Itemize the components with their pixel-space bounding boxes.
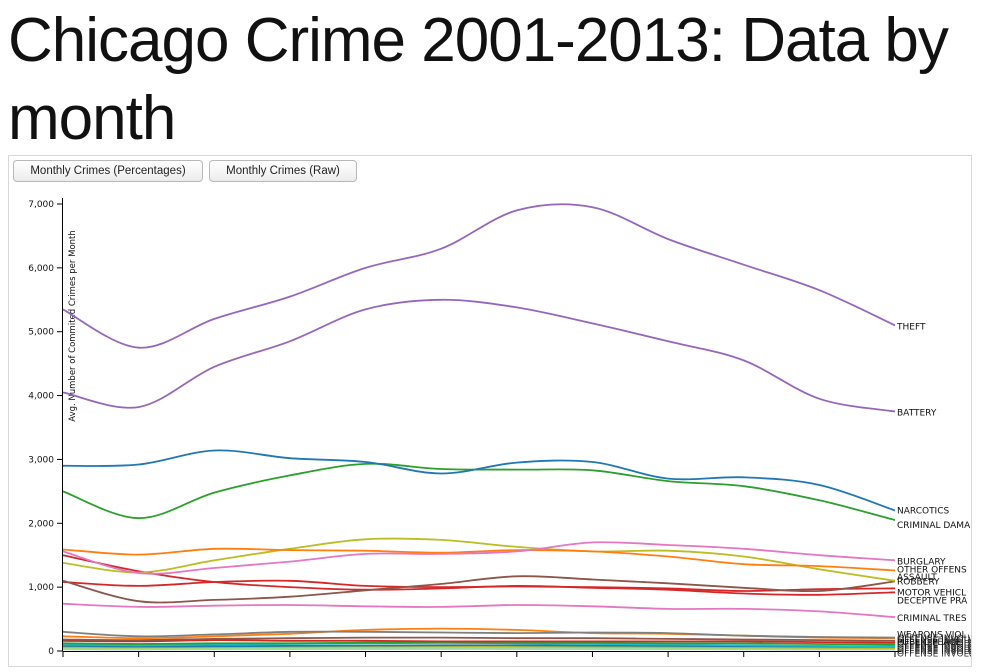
page-title: Chicago Crime 2001-2013: Data by month (8, 6, 949, 153)
series-line-battery (62, 298, 896, 413)
series-line-sex-offense (62, 641, 896, 646)
monthly-percentages-button[interactable]: Monthly Crimes (Percentages) (13, 160, 203, 182)
series-label-criminal-trespass: CRIMINAL TRES (897, 614, 967, 624)
series-label-other-offense: OTHER OFFENS (897, 566, 967, 576)
series-line-liquor-law-violation (62, 645, 896, 649)
series-line-narcotics (62, 449, 896, 512)
series-label-burglary: BURGLARY (897, 557, 946, 567)
series-label-criminal-damage: CRIMINAL DAMA (897, 521, 971, 531)
series-label-cluster: OFFENSE INVOLVIN (897, 645, 972, 655)
y-tick-label: 2,000 (28, 519, 54, 529)
series-line-motor-vehicle-theft (62, 579, 896, 592)
series-label-cluster: OFFENSE INVOLVIN (897, 634, 972, 644)
series-label-narcotics: NARCOTICS (897, 507, 949, 517)
series-label-assault: ASSAULT (897, 573, 937, 583)
series-line-assault (62, 537, 896, 582)
series-line-prostitution (62, 636, 896, 642)
series-label-battery: BATTERY (897, 409, 937, 419)
series-label-cluster: OFFENSE INVOLVIN (897, 641, 972, 651)
y-tick-label: 3,000 (28, 455, 54, 465)
series-line-criminal-trespass (62, 602, 896, 619)
series-line-weapons-violation (62, 630, 896, 639)
series-line-offense-involving-children (62, 639, 896, 644)
series-label-cluster: OFFENSE INVOLVIN (897, 647, 972, 657)
y-axis-title: Avg. Number of Commited Crimes per Month (68, 230, 78, 422)
series-label-motor-vehicle-theft: MOTOR VEHICL (897, 588, 966, 598)
series-label-robbery: ROBBERY (897, 577, 940, 587)
series-label-cluster: OFFENSE INVOLVIN (897, 636, 972, 646)
series-label-cluster: OFFENSE INVOLVIN (897, 638, 972, 648)
y-tick-label: 0 (48, 647, 54, 657)
series-line-theft (62, 203, 896, 349)
y-tick-label: 7,000 (28, 200, 54, 210)
series-label-weapons-violation: WEAPONS VIOL (897, 631, 966, 641)
series-line-other-offense (62, 547, 896, 572)
series-line-arson (62, 648, 896, 651)
series-label-public-peace-violation: PUBLIC PEACE (897, 638, 961, 648)
series-line-robbery (62, 575, 896, 604)
monthly-raw-button[interactable]: Monthly Crimes (Raw) (209, 160, 357, 182)
series-line-burglary (62, 541, 896, 575)
y-tick-label: 4,000 (28, 392, 54, 402)
series-label-cluster: OFFENSE INVOLVIN (897, 649, 972, 659)
line-chart: 0 1,000 2,000 3,000 4,000 5,000 6,000 7,000 Avg.… (28, 198, 972, 659)
chart-panel: Monthly Crimes (Percentages) Monthly Cri… (8, 155, 972, 667)
series-label-deceptive-practice: DECEPTIVE PRA (897, 596, 968, 606)
y-tick-label: 6,000 (28, 264, 54, 274)
series-line-criminal-damage (62, 462, 896, 521)
y-tick-label: 1,000 (28, 583, 54, 593)
series-label-theft: THEFT (896, 322, 926, 332)
y-tick-label: 5,000 (28, 328, 54, 338)
series-label-cluster: OFFENSE INVOLVIN (897, 643, 972, 653)
